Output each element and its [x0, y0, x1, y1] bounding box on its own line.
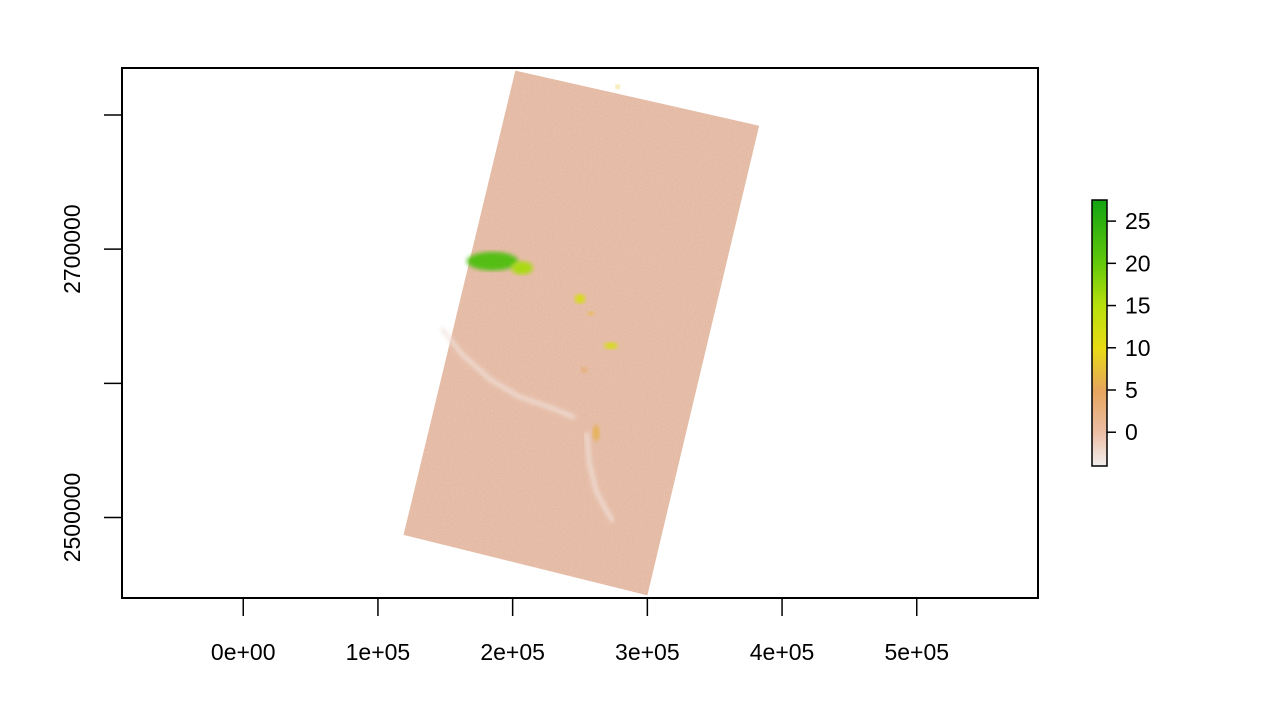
legend-tick-label: 5: [1125, 377, 1138, 403]
x-tick-label: 2e+05: [480, 639, 545, 665]
legend-tick-label: 0: [1125, 419, 1138, 445]
x-tick-label: 4e+05: [750, 639, 815, 665]
value-patch-7: [615, 84, 620, 89]
value-patch-0: [466, 251, 519, 271]
legend-tick-label: 20: [1125, 250, 1151, 276]
low-feature-1: [584, 432, 615, 523]
legend-color-bar: [1092, 200, 1107, 466]
legend-frame: [1091, 199, 1108, 467]
legend-ticks: 0 5 10 15 20 25: [1107, 208, 1151, 445]
high-value-patches: [466, 84, 620, 442]
x-tick-label: 1e+05: [346, 639, 411, 665]
x-tick-label: 0e+00: [211, 639, 276, 665]
x-tick-label: 5e+05: [884, 639, 949, 665]
raster-layer: [403, 70, 760, 596]
legend-tick-label: 25: [1125, 208, 1151, 234]
value-patch-5: [592, 424, 600, 442]
x-axis: 0e+00 1e+05 2e+05 3e+05 4e+05 5e+05: [211, 597, 949, 665]
low-value-features: [440, 327, 615, 523]
low-feature-0: [440, 327, 576, 419]
y-tick-label: 2700000: [59, 204, 85, 294]
y-axis: 2500000 2700000: [59, 114, 123, 563]
x-tick-label: 3e+05: [615, 639, 680, 665]
legend-tick-label: 15: [1125, 293, 1151, 319]
value-patch-2: [574, 294, 586, 304]
value-patch-6: [580, 367, 588, 373]
legend-tick-label: 10: [1125, 335, 1151, 361]
value-patch-1: [511, 261, 533, 275]
value-patch-3: [604, 342, 618, 350]
y-tick-label: 2500000: [59, 473, 85, 563]
raster-texture: [403, 70, 760, 596]
color-legend: 0 5 10 15 20 25: [1091, 199, 1151, 467]
value-patch-4: [587, 311, 595, 316]
